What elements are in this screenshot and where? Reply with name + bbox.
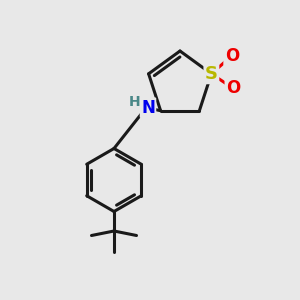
Text: S: S — [205, 65, 218, 83]
Text: O: O — [226, 79, 240, 97]
Text: O: O — [225, 47, 239, 65]
Text: H: H — [129, 95, 141, 109]
Text: N: N — [141, 99, 155, 117]
